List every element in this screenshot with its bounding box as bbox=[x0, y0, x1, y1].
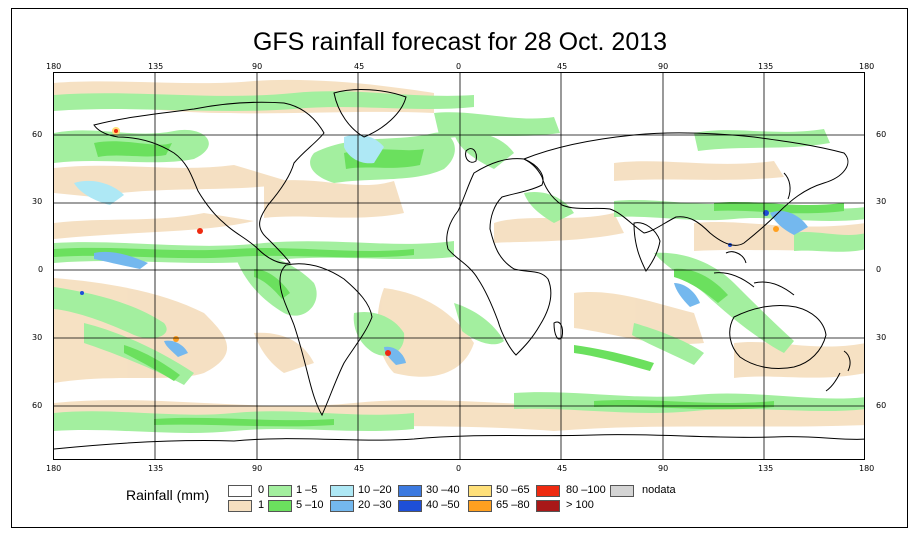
legend-swatch bbox=[228, 500, 252, 512]
legend-swatch bbox=[398, 500, 422, 512]
lon-tick-top: 180 bbox=[46, 62, 62, 71]
lon-tick-top: 90 bbox=[658, 62, 669, 71]
lat-tick-right: 60 bbox=[876, 401, 887, 410]
legend-swatch bbox=[536, 485, 560, 497]
legend-label: 80 –100 bbox=[566, 484, 606, 496]
graticule bbox=[54, 73, 864, 459]
legend-label: 65 –80 bbox=[496, 499, 530, 511]
lon-tick-top: 135 bbox=[148, 62, 164, 71]
legend-label: 10 –20 bbox=[358, 484, 392, 496]
lon-tick-bottom: 180 bbox=[859, 464, 875, 473]
legend-swatch bbox=[398, 485, 422, 497]
legend-label: 1 –5 bbox=[296, 484, 318, 496]
lon-tick-bottom: 135 bbox=[148, 464, 164, 473]
lat-tick-right: 60 bbox=[876, 130, 887, 139]
legend-label: 20 –30 bbox=[358, 499, 392, 511]
legend-swatch bbox=[330, 485, 354, 497]
legend-label: nodata bbox=[642, 484, 676, 496]
lon-tick-top: 45 bbox=[557, 62, 568, 71]
legend-swatch bbox=[610, 485, 634, 497]
legend-label: 30 –40 bbox=[426, 484, 460, 496]
legend-swatch bbox=[330, 500, 354, 512]
lon-tick-bottom: 45 bbox=[557, 464, 568, 473]
map-canvas bbox=[54, 73, 864, 459]
lat-tick-left: 60 bbox=[32, 130, 43, 139]
legend-swatch bbox=[536, 500, 560, 512]
lon-tick-bottom: 0 bbox=[456, 464, 462, 473]
legend-swatch bbox=[228, 485, 252, 497]
lon-tick-bottom: 90 bbox=[658, 464, 669, 473]
legend-label: 5 –10 bbox=[296, 499, 324, 511]
lon-tick-top: 180 bbox=[859, 62, 875, 71]
lon-tick-top: 135 bbox=[758, 62, 774, 71]
lon-tick-bottom: 180 bbox=[46, 464, 62, 473]
lon-tick-top: 90 bbox=[252, 62, 263, 71]
coastlines bbox=[54, 89, 864, 450]
lat-tick-left: 0 bbox=[38, 265, 44, 274]
legend-swatch bbox=[468, 500, 492, 512]
lon-tick-bottom: 90 bbox=[252, 464, 263, 473]
lat-tick-right: 30 bbox=[876, 333, 887, 342]
legend-title: Rainfall (mm) bbox=[126, 487, 210, 503]
world-rainfall-map bbox=[53, 72, 865, 460]
lon-tick-bottom: 135 bbox=[758, 464, 774, 473]
lat-tick-right: 30 bbox=[876, 197, 887, 206]
lat-tick-left: 60 bbox=[32, 401, 43, 410]
legend-label: 1 bbox=[258, 499, 265, 511]
legend-label: > 100 bbox=[566, 499, 594, 511]
legend-label: 50 –65 bbox=[496, 484, 530, 496]
rain-5-10mm-areas bbox=[54, 141, 844, 427]
legend-swatch bbox=[468, 485, 492, 497]
lon-tick-top: 45 bbox=[354, 62, 365, 71]
legend-label: 40 –50 bbox=[426, 499, 460, 511]
lon-tick-top: 0 bbox=[456, 62, 462, 71]
lat-tick-right: 0 bbox=[876, 265, 882, 274]
lat-tick-left: 30 bbox=[32, 197, 43, 206]
legend-label: 0 bbox=[258, 484, 265, 496]
lon-tick-bottom: 45 bbox=[354, 464, 365, 473]
legend-swatch bbox=[268, 485, 292, 497]
legend-swatch bbox=[268, 500, 292, 512]
map-title: GFS rainfall forecast for 28 Oct. 2013 bbox=[252, 28, 668, 56]
rain-10-30mm-areas bbox=[74, 134, 808, 365]
lat-tick-left: 30 bbox=[32, 333, 43, 342]
